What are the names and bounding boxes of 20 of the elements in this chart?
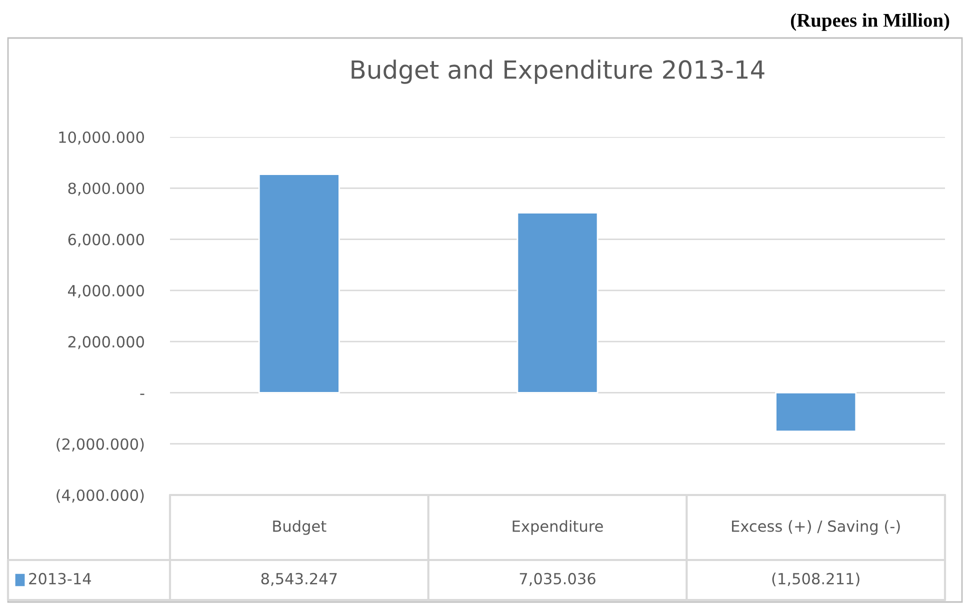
data-label: (1,508.211) (772, 572, 860, 586)
legend-label: 2013-14 (29, 572, 91, 584)
y-tick-label: - (140, 394, 144, 395)
y-tick-label: 6,000.000 (68, 234, 144, 247)
y-tick-label: 2,000.000 (68, 336, 144, 350)
x-tick-label: Excess (+) / Saving (-) (732, 520, 900, 535)
y-tick-label: 4,000.000 (68, 284, 144, 298)
x-tick-label: Budget (273, 520, 326, 535)
text: (Rupees in Million) (790, 13, 950, 31)
y-tick-label: 8,000.000 (68, 182, 144, 196)
data-label: 8,543.247 (261, 572, 337, 586)
bar (258, 174, 340, 394)
y-tick-label: (2,000.000) (56, 438, 144, 452)
y-tick-label: (4,000.000) (56, 489, 144, 503)
data-label: 7,035.036 (520, 572, 596, 586)
bar (775, 392, 857, 432)
x-tick-label: Expenditure (512, 520, 603, 535)
bar (516, 212, 598, 394)
chart-title: Budget and Expenditure 2013-14 (352, 60, 764, 84)
y-tick-label: 10,000.000 (59, 131, 144, 145)
